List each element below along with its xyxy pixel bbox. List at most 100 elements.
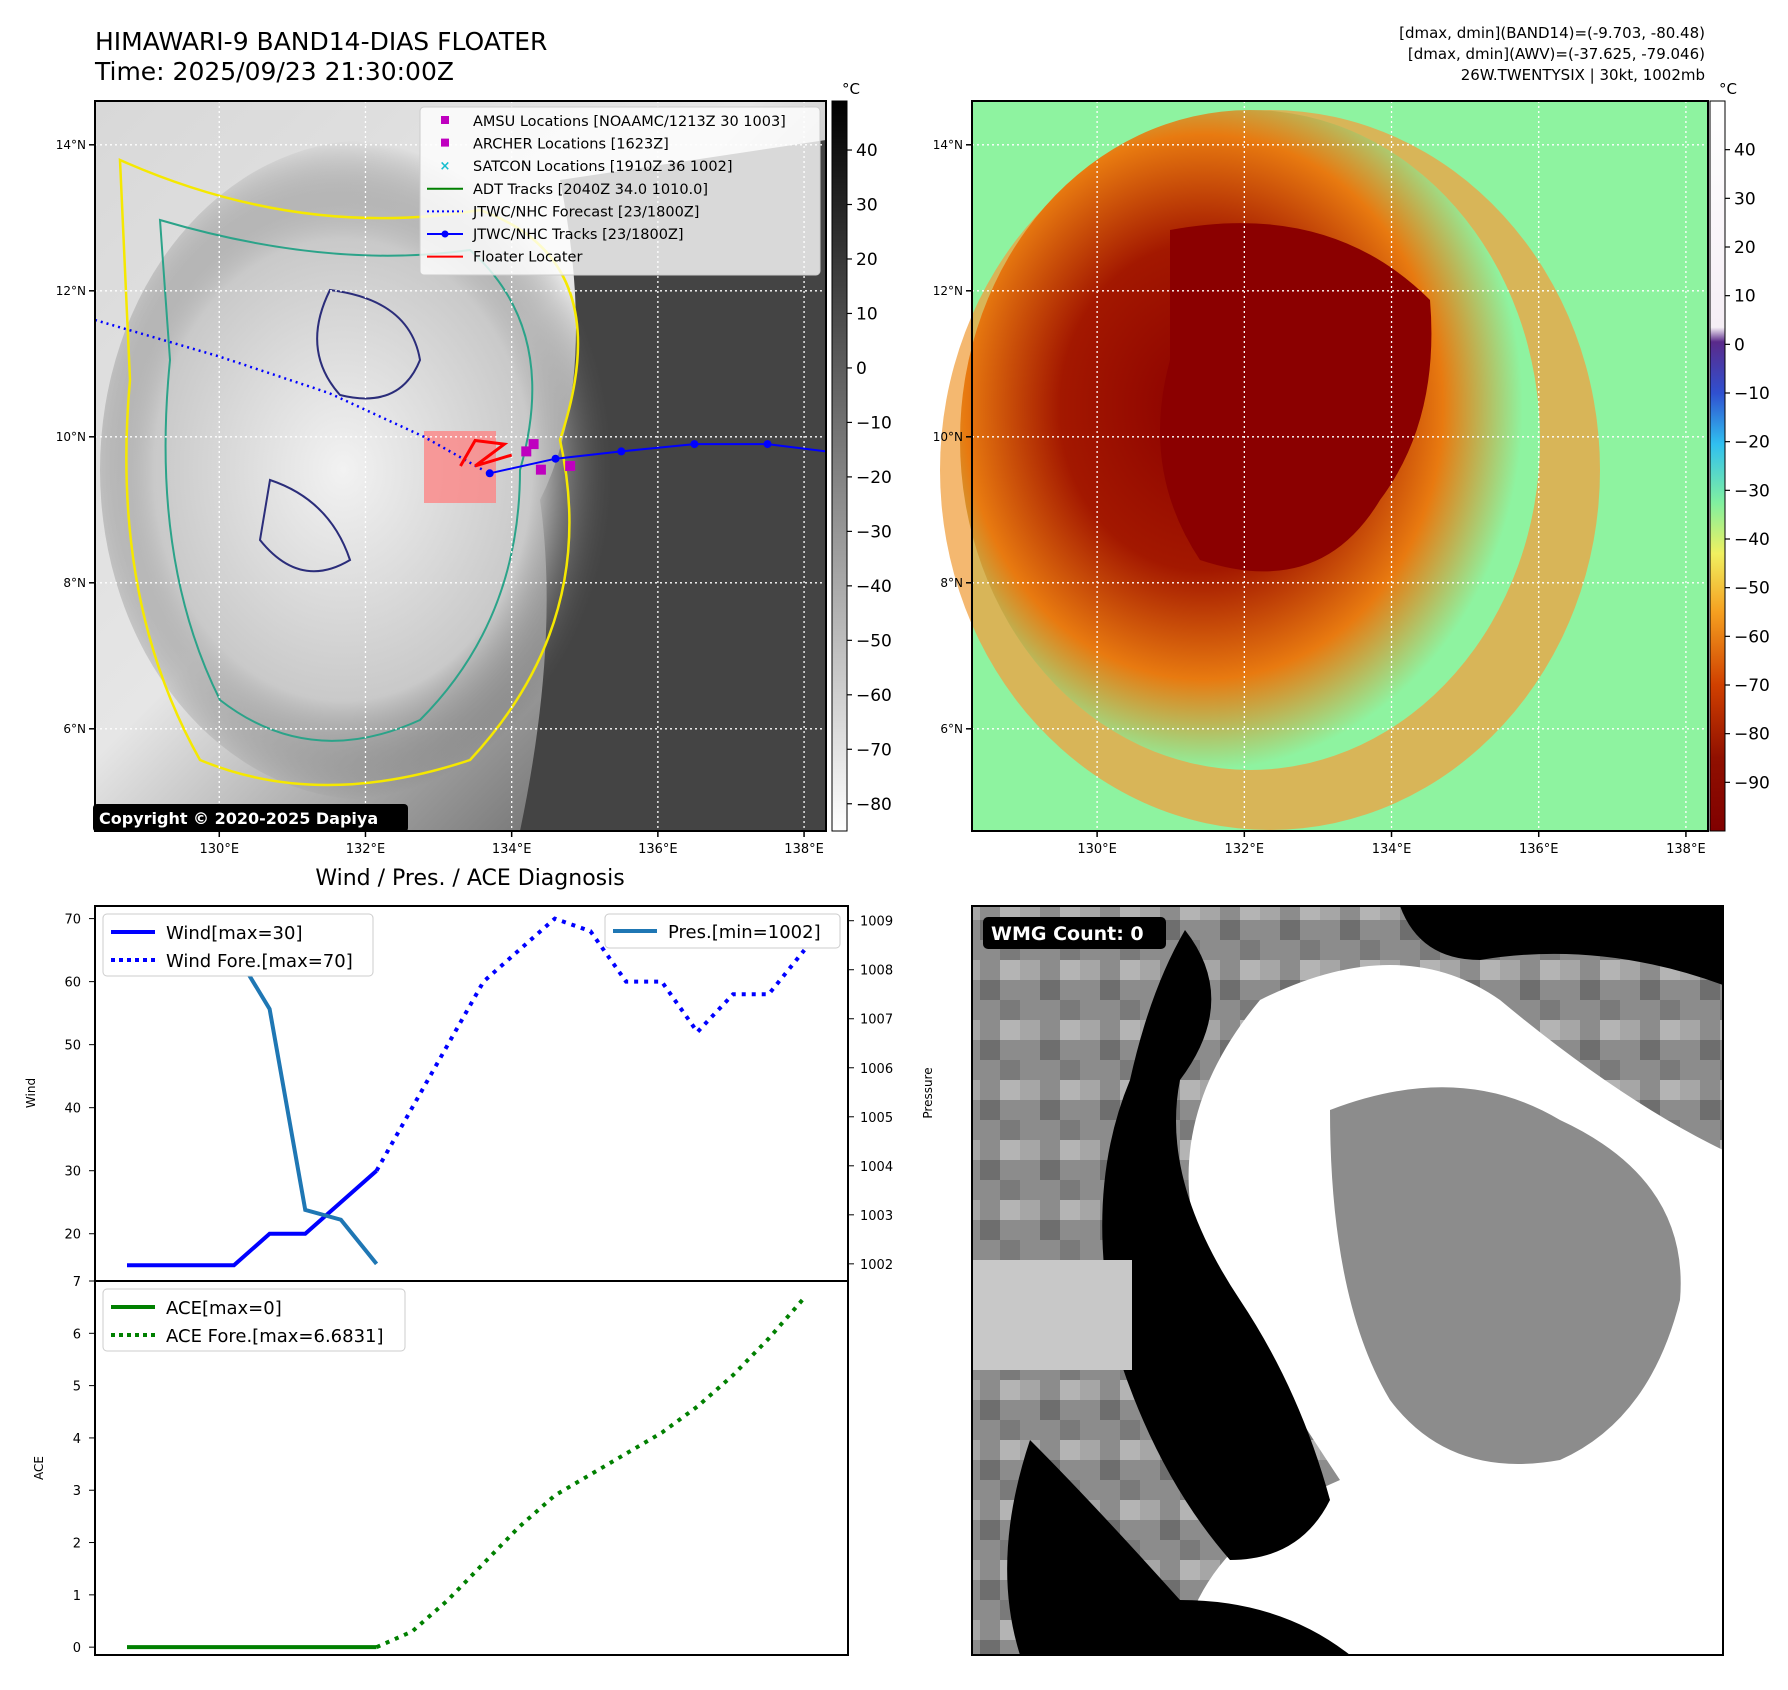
wmg-count-box	[983, 917, 1166, 949]
wmg-count-label: WMG Count: 0	[991, 923, 1144, 945]
legend-marker-x: ×	[440, 159, 451, 174]
ir-lat-tick-label: 12°N	[56, 284, 86, 298]
ir-panel: 14°N12°N10°N8°N6°N 130°E 132°E 134°E 136°E 1…	[56, 80, 892, 857]
ir-legend: AMSU Locations [NOAAMC/1213Z 30 1003] ARC…	[419, 106, 821, 276]
colorbar-tick-label: −80	[856, 795, 892, 815]
ir-lon-tick-label: 138°E	[784, 842, 824, 857]
wind-y-label: Wind	[24, 1078, 38, 1108]
pressure-y-tick-label: 1004	[860, 1160, 893, 1175]
colorbar-tick-label: 20	[856, 250, 878, 270]
copyright-text: Copyright © 2020-2025 Dapiya	[99, 809, 378, 828]
awv-gridlines	[972, 101, 1708, 831]
legend-label: Floater Locater	[473, 250, 582, 266]
legend-marker-square	[441, 138, 449, 147]
wind-y-tick-label: 40	[64, 1102, 81, 1117]
legend-label: JTWC/NHC Tracks [23/1800Z]	[472, 227, 684, 243]
adt-contour-navy	[258, 288, 422, 573]
amsu-location-marker	[528, 439, 539, 450]
best-track-point	[690, 440, 699, 449]
pressure-y-tick-label: 1007	[860, 1013, 893, 1028]
awv-lat-tick-label: 6°N	[940, 722, 963, 736]
ace-fore-legend-label: ACE Fore.[max=6.6831]	[166, 1326, 384, 1347]
awv-lat-tick-label: 12°N	[933, 284, 963, 298]
pres-legend-label: Pres.[min=1002]	[668, 922, 821, 943]
wind-legend-label: Wind[max=30]	[166, 923, 303, 944]
ir-colorbar-ticks: 40 30 20 10 0 −10 −20 −30 −40 −50 −60 −70 −80	[847, 141, 892, 815]
awv-colorbar-ticks: 40 30 20 10 0 −10 −20 −30 −40 −50 −60 −70 −80 −90	[1725, 141, 1770, 793]
figure-title-line2: Time: 2025/09/23 21:30:00Z	[94, 57, 454, 86]
floater-locater-line	[459, 438, 513, 468]
colorbar-tick-label: −30	[1734, 481, 1770, 501]
legend-label: ADT Tracks [2040Z 34.0 1010.0]	[473, 182, 708, 198]
copyright-box	[93, 804, 408, 832]
colorbar-tick-label: 20	[1734, 238, 1756, 258]
ace-marks	[127, 1296, 806, 1650]
ace-legend-box	[102, 1288, 406, 1352]
ace-y-tick-label: 2	[73, 1537, 81, 1552]
awv-panel: 14°N12°N10°N8°N6°N 130°E 132°E 134°E 136°E 1…	[933, 80, 1770, 857]
series-line-1	[374, 916, 806, 1172]
best-track-point	[617, 447, 626, 456]
colorbar-tick-label: −10	[1734, 384, 1770, 404]
ir-lat-tick-label: 8°N	[63, 576, 86, 590]
colorbar-tick-label: 30	[856, 196, 878, 216]
colorbar-tick-label: −80	[1734, 725, 1770, 745]
colorbar-tick-label: −20	[856, 468, 892, 488]
best-track-point	[485, 469, 494, 478]
pressure-y-tick-label: 1008	[860, 964, 893, 979]
ace-y-tick-label: 3	[73, 1484, 81, 1499]
ir-frame	[94, 100, 827, 832]
colorbar-tick-label: −60	[1734, 627, 1770, 647]
ace-legend-label: ACE[max=0]	[166, 1298, 282, 1319]
best-track-point	[763, 440, 772, 449]
wmg-panel: WMG Count: 0	[971, 905, 1724, 1656]
wmg-gray-island	[1330, 1087, 1681, 1464]
pressure-y-tick-label: 1005	[860, 1111, 893, 1126]
pressure-y-tick-label: 1006	[860, 1062, 893, 1077]
wind-y-ticks: 20 30 40 50 60 70	[64, 913, 95, 1243]
colorbar-tick-label: 30	[1734, 189, 1756, 209]
ace-y-ticks: 0 1 2 3 4 5 6 7	[73, 1275, 95, 1656]
pressure-y-tick-label: 1003	[860, 1209, 893, 1224]
colorbar-tick-label: −40	[856, 577, 892, 597]
amsu-location-marker	[565, 461, 576, 471]
info-line2: [dmax, dmin](AWV)=(-37.625, -79.046)	[1408, 45, 1705, 63]
colorbar-tick-label: −20	[1734, 433, 1770, 453]
wind-y-tick-label: 30	[64, 1165, 81, 1180]
ace-y-tick-label: 5	[73, 1380, 81, 1395]
awv-lon-tick-label: 134°E	[1372, 842, 1412, 857]
ir-lat-tick-label: 14°N	[56, 138, 86, 152]
colorbar-tick-label: −40	[1734, 530, 1770, 550]
awv-lat-tick-label: 10°N	[933, 430, 963, 444]
pressure-y-tick-label: 1009	[860, 915, 893, 930]
colorbar-tick-label: 10	[856, 304, 878, 324]
colorbar-tick-label: 10	[1734, 287, 1756, 307]
ir-lon-tick-label: 136°E	[638, 842, 678, 857]
awv-lon-tick-label: 130°E	[1077, 842, 1117, 857]
ace-series-line-1	[375, 1296, 806, 1649]
ir-lat-ticks: 14°N 12°N 10°N 8°N 6°N	[56, 138, 95, 736]
wmg-black-bottom	[1007, 1440, 1350, 1655]
ace-y-tick-label: 4	[73, 1432, 81, 1447]
amsu-location-marker	[521, 446, 532, 457]
awv-frame	[971, 100, 1709, 832]
series-line-0	[127, 1169, 378, 1268]
colorbar-tick-label: −60	[856, 686, 892, 706]
ir-legend-box	[419, 106, 821, 276]
info-line1: [dmax, dmin](BAND14)=(-9.703, -80.48)	[1399, 24, 1705, 42]
ir-storm-tracks	[94, 318, 827, 478]
wind-y-tick-label: 70	[64, 913, 81, 928]
legend-label: JTWC/NHC Forecast [23/1800Z]	[472, 204, 699, 220]
awv-colorbar	[1709, 100, 1726, 832]
legend-label: ARCHER Locations [1623Z]	[473, 137, 669, 153]
awv-lat-ticks: 14°N 12°N 10°N 8°N 6°N	[933, 138, 972, 736]
pres-legend-box	[604, 913, 841, 949]
colorbar-tick-label: −50	[856, 631, 892, 651]
awv-lon-tick-label: 136°E	[1519, 842, 1559, 857]
colorbar-tick-label: 0	[1734, 335, 1745, 355]
colorbar-tick-label: −90	[1734, 773, 1770, 793]
awv-lon-tick-label: 138°E	[1666, 842, 1706, 857]
ir-lon-tick-label: 132°E	[346, 842, 386, 857]
wmg-light-patch	[972, 1260, 1132, 1370]
